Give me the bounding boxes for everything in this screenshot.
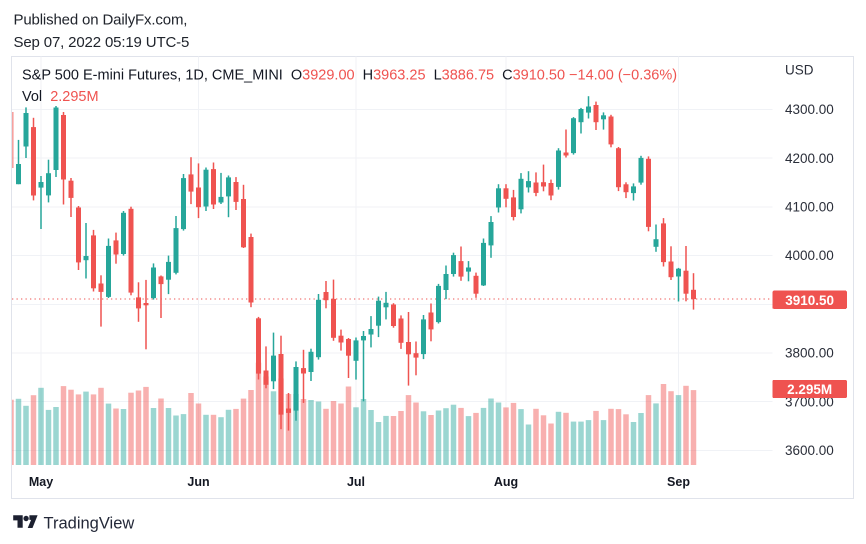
- svg-text:3800.00: 3800.00: [785, 346, 834, 361]
- svg-text:Jun: Jun: [187, 475, 209, 489]
- svg-text:Aug: Aug: [494, 475, 518, 489]
- svg-text:Published on DailyFx.com,: Published on DailyFx.com,: [14, 12, 188, 29]
- svg-text:4100.00: 4100.00: [785, 200, 834, 215]
- svg-text:2.295M: 2.295M: [787, 382, 832, 397]
- svg-text:Vol 2.295M: Vol 2.295M: [22, 89, 99, 105]
- svg-text:TradingView: TradingView: [44, 515, 135, 533]
- svg-text:3600.00: 3600.00: [785, 443, 834, 458]
- svg-text:4200.00: 4200.00: [785, 151, 834, 166]
- svg-text:3910.50: 3910.50: [785, 293, 834, 308]
- svg-text:Sep 07, 2022 05:19 UTC-5: Sep 07, 2022 05:19 UTC-5: [14, 34, 190, 51]
- svg-text:Jul: Jul: [347, 475, 365, 489]
- svg-text:4000.00: 4000.00: [785, 248, 834, 263]
- svg-text:May: May: [29, 475, 53, 489]
- svg-text:USD: USD: [785, 63, 814, 78]
- svg-text:Sep: Sep: [667, 475, 690, 489]
- svg-text:S&P 500 E-mini Futures, 1D, CM: S&P 500 E-mini Futures, 1D, CME_MINI O39…: [22, 68, 677, 84]
- svg-text:4300.00: 4300.00: [785, 102, 834, 117]
